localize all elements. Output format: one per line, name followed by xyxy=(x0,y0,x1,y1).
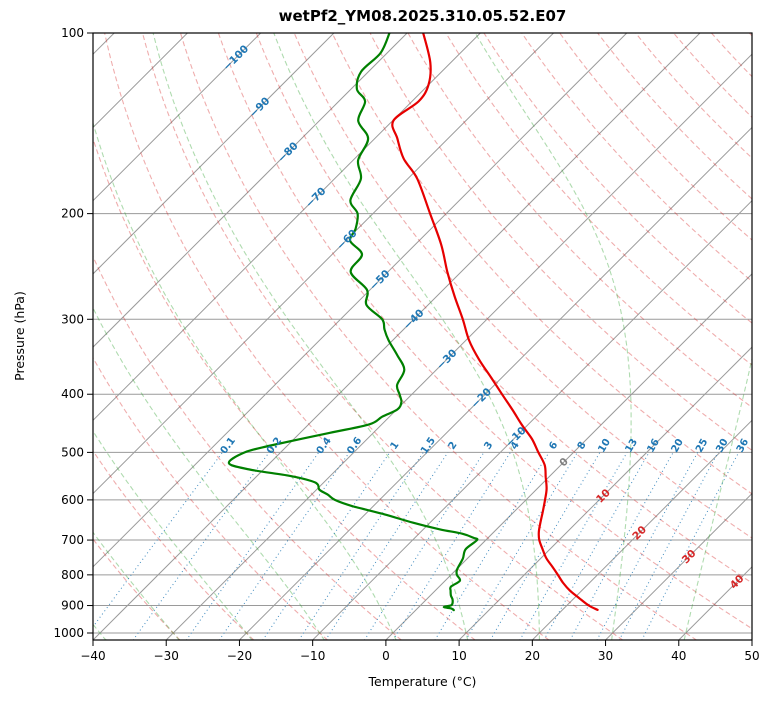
x-tick-label: −30 xyxy=(154,649,179,663)
x-tick-label: −40 xyxy=(80,649,105,663)
line-labels: −100−90−80−70−60−50−40−30−20−10010203040… xyxy=(219,43,752,592)
isotherm-lines xyxy=(93,33,752,640)
temperature-curve xyxy=(391,33,599,611)
x-tick-label: 0 xyxy=(382,649,390,663)
x-tick-label: 50 xyxy=(744,649,759,663)
mixing-ratio-label: 2 xyxy=(447,440,460,452)
x-tick-label: −10 xyxy=(300,649,325,663)
mixing-ratio-lines xyxy=(93,452,740,640)
x-tick-label: 30 xyxy=(598,649,613,663)
y-tick-label: 600 xyxy=(61,493,84,507)
x-tick-label: 10 xyxy=(451,649,466,663)
y-tick-label: 1000 xyxy=(53,626,84,640)
isotherm-label: −100 xyxy=(221,43,251,73)
x-tick-label: 20 xyxy=(525,649,540,663)
plot-frame xyxy=(92,32,753,641)
chart-title: wetPf2_YM08.2025.310.05.52.E07 xyxy=(278,7,567,25)
mixing-ratio-label: 0.4 xyxy=(315,435,334,456)
mixing-ratio-label: 0.2 xyxy=(265,435,284,456)
mixing-ratio-label: 6 xyxy=(547,440,560,452)
axis-ticks-and-labels: −40 −30 −20 −10 0 10 20 30 40 5010020030040050060… xyxy=(53,26,759,663)
dry-adiabats xyxy=(93,33,752,640)
x-tick-label: −20 xyxy=(227,649,252,663)
mixing-ratio-label: 0.6 xyxy=(345,435,364,456)
mixing-ratio-label: 3 xyxy=(482,440,495,452)
moist-adiabats xyxy=(93,33,752,640)
plot-area xyxy=(93,33,752,640)
y-tick-label: 200 xyxy=(61,207,84,221)
y-tick-label: 700 xyxy=(61,533,84,547)
y-tick-label: 100 xyxy=(61,26,84,40)
dewpoint-curve xyxy=(227,33,479,612)
mixing-ratio-label: 8 xyxy=(576,440,589,452)
y-tick-label: 900 xyxy=(61,599,84,613)
y-tick-label: 500 xyxy=(61,445,84,459)
y-tick-label: 400 xyxy=(61,387,84,401)
y-tick-label: 300 xyxy=(61,312,84,326)
x-axis-label: Temperature (°C) xyxy=(368,674,477,689)
mixing-ratio-label: 4 xyxy=(509,440,522,452)
mixing-ratio-label: 1.5 xyxy=(419,435,438,456)
sounding-curves xyxy=(227,33,599,612)
x-tick-label: 40 xyxy=(671,649,686,663)
pressure-gridlines xyxy=(93,33,752,634)
y-tick-label: 800 xyxy=(61,568,84,582)
mixing-ratio-label: 1 xyxy=(389,440,402,452)
